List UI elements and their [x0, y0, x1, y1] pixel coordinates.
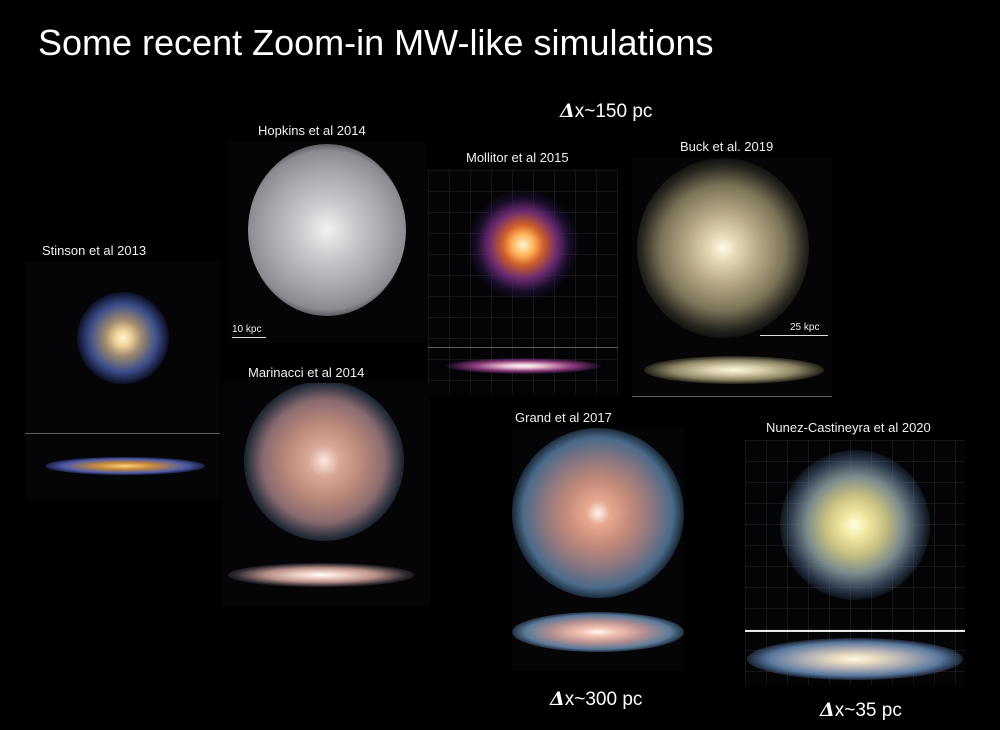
mollitor-galaxy-image — [428, 170, 618, 395]
buck-label: Buck et al. 2019 — [680, 139, 774, 154]
hopkins-scale-bar: 10 kpc — [232, 324, 272, 340]
hopkins-label: Hopkins et al 2014 — [258, 123, 366, 138]
marinacci-galaxy-image — [222, 383, 430, 605]
mollitor-label: Mollitor et al 2015 — [466, 150, 569, 165]
buck-scale-bar: 25 kpc — [760, 322, 830, 338]
stinson-galaxy-image — [25, 262, 220, 500]
buck-scale-text: 25 kpc — [790, 322, 820, 333]
marinacci-label: Marinacci et al 2014 — [248, 365, 365, 380]
buck-galaxy-image — [632, 158, 832, 398]
grand-label: Grand et al 2017 — [515, 410, 612, 425]
delta-symbol: Δ — [560, 100, 575, 122]
resolution-value: x~300 pc — [564, 689, 643, 710]
resolution-label-150pc: Δx~150 pc — [560, 100, 652, 123]
hopkins-scale-text: 10 kpc — [232, 324, 262, 335]
resolution-label-300pc: Δx~300 pc — [550, 688, 642, 711]
delta-symbol: Δ — [820, 699, 835, 721]
delta-symbol: Δ — [550, 688, 565, 710]
hopkins-galaxy-image — [228, 142, 426, 342]
grand-galaxy-image — [512, 428, 684, 670]
resolution-value: x~150 pc — [574, 101, 653, 122]
resolution-label-35pc: Δx~35 pc — [820, 699, 902, 722]
resolution-value: x~35 pc — [834, 700, 902, 721]
slide-title: Some recent Zoom-in MW-like simulations — [38, 22, 714, 63]
nunez-label: Nunez-Castineyra et al 2020 — [766, 420, 931, 435]
stinson-label: Stinson et al 2013 — [42, 243, 147, 258]
nunez-galaxy-image — [745, 440, 965, 685]
